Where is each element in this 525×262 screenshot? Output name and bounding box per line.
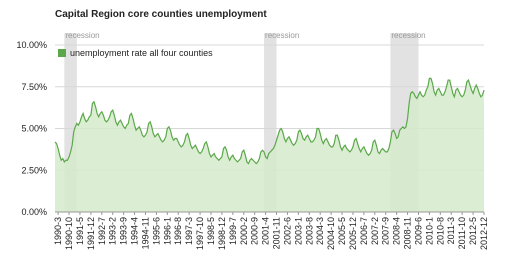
x-tick-label: 2008-11 [403, 217, 413, 249]
x-tick-label: 2007-9 [381, 217, 391, 245]
x-tick-label: 2012-5 [468, 217, 478, 245]
x-tick-label: 2003-1 [293, 217, 303, 245]
x-tick-label: 1998-5 [206, 217, 216, 245]
x-tick-label: 1996-8 [173, 217, 183, 245]
recession-label: recession [65, 31, 99, 40]
line [54, 77, 485, 165]
x-tick-label: 2005-12 [348, 217, 358, 250]
x-tick-label: 2002-6 [282, 217, 292, 245]
x-tick-label: 1993-9 [119, 217, 129, 245]
x-tick-label: 1997-3 [184, 217, 194, 245]
y-tick-label: 7.50% [21, 82, 47, 92]
x-tick-label: 1993-2 [108, 217, 118, 245]
x-tick-label: 2000-2 [239, 217, 249, 245]
x-tick-label: 1991-5 [75, 217, 85, 245]
recession-label: recession [391, 31, 425, 40]
y-tick-label: 2.50% [21, 165, 47, 175]
x-tick-label: 2006-7 [359, 217, 369, 245]
area [55, 78, 484, 213]
x-tick-label: 2001-11 [272, 217, 282, 249]
x-tick-label: 2011-10 [457, 217, 467, 249]
x-tick-label: 2011-3 [446, 217, 456, 244]
x-tick-label: 2012-12 [479, 217, 489, 250]
x-tick-label: 2010-8 [435, 217, 445, 245]
x-tick-label: 1999-7 [228, 217, 238, 245]
y-tick-label: 0.00% [21, 207, 47, 217]
y-tick-label: 5.00% [21, 124, 47, 134]
x-tick-label: 2010-1 [424, 217, 434, 245]
y-tick-label: 10.00% [16, 40, 47, 50]
x-tick-label: 2003-8 [304, 217, 314, 245]
x-tick-label: 1998-12 [217, 217, 227, 250]
x-tick-label: 2008-4 [392, 217, 402, 245]
legend-label: unemployment rate all four counties [70, 48, 213, 58]
x-tick-label: 2005-5 [337, 217, 347, 245]
x-tick-label: 2007-2 [370, 217, 380, 245]
x-tick-label: 1996-1 [162, 217, 172, 245]
x-tick-label: 2004-3 [315, 217, 325, 245]
x-tick-label: 2009-6 [413, 217, 423, 245]
chart-title: Capital Region core counties unemploymen… [55, 9, 267, 20]
x-tick-label: 2001-4 [261, 217, 271, 245]
x-tick-label: 2000-9 [250, 217, 260, 245]
x-tick-label: 1995-6 [151, 217, 161, 245]
x-tick-label: 2004-10 [326, 217, 336, 250]
recession-label: recession [265, 31, 299, 40]
x-tick-label: 1997-10 [195, 217, 205, 250]
x-tick-label: 1990-10 [64, 217, 74, 250]
x-tick-label: 1991-12 [86, 217, 96, 250]
x-tick-label: 1992-7 [97, 217, 107, 245]
x-tick-label: 1994-4 [130, 217, 140, 245]
x-tick-label: 1990-3 [53, 217, 63, 245]
x-tick-label: 1994-11 [140, 217, 150, 249]
legend-swatch [58, 49, 66, 57]
